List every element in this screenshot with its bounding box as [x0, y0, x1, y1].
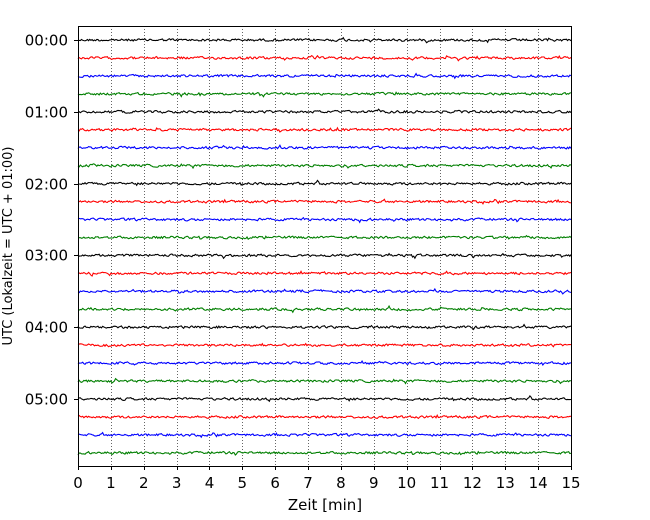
y-tick-label: 03:00 — [25, 247, 68, 265]
x-tick-label: 1 — [106, 474, 116, 492]
x-tick-label: 5 — [238, 474, 248, 492]
trace-row-8 — [77, 179, 572, 187]
trace-row-10 — [77, 216, 572, 224]
trace-row-17 — [77, 342, 572, 348]
x-tick-label: 8 — [336, 474, 346, 492]
x-tick-label: 0 — [73, 474, 83, 492]
y-tick-label: 02:00 — [25, 176, 68, 194]
trace-row-16 — [77, 323, 572, 331]
x-tick-label: 12 — [463, 474, 482, 492]
trace-row-18 — [77, 360, 572, 366]
trace-row-15 — [77, 304, 572, 314]
x-tick-label: 3 — [172, 474, 182, 492]
trace-row-13 — [77, 270, 572, 277]
y-tick-label: 05:00 — [25, 391, 68, 409]
y-ticks: 00:00 01:00 02:00 03:00 04:00 05:00 — [25, 32, 78, 409]
plot-frame — [78, 26, 572, 467]
y-axis-label: UTC (Lokalzeit = UTC + 01:00) — [1, 147, 16, 346]
trace-row-21 — [77, 413, 572, 420]
x-tick-label: 15 — [561, 474, 580, 492]
trace-row-6 — [77, 144, 572, 150]
x-tick-label: 4 — [205, 474, 215, 492]
trace-row-11 — [77, 234, 572, 241]
x-tick-label: 6 — [270, 474, 280, 492]
y-tick-label: 00:00 — [25, 32, 68, 50]
trace-row-19 — [77, 377, 572, 385]
x-tick-label: 7 — [303, 474, 313, 492]
trace-row-4 — [77, 108, 572, 114]
trace-row-22 — [77, 431, 572, 439]
trace-row-9 — [77, 198, 572, 205]
trace-row-0 — [77, 36, 572, 44]
grid-lines — [111, 26, 539, 466]
x-axis-label: Zeit [min] — [288, 496, 362, 514]
x-tick-label: 11 — [430, 474, 449, 492]
traces — [77, 36, 572, 456]
y-tick-label: 01:00 — [25, 104, 68, 122]
trace-row-20 — [77, 394, 572, 403]
y-tick-label: 04:00 — [25, 319, 68, 337]
trace-row-3 — [77, 91, 572, 98]
trace-row-5 — [77, 126, 572, 133]
x-tick-label: 2 — [139, 474, 149, 492]
trace-row-14 — [77, 287, 572, 295]
trace-row-2 — [77, 72, 572, 80]
x-tick-label: 10 — [397, 474, 416, 492]
trace-row-1 — [77, 54, 572, 62]
x-tick-label: 14 — [529, 474, 548, 492]
x-tick-label: 13 — [496, 474, 515, 492]
trace-row-23 — [77, 450, 572, 456]
x-tick-label: 9 — [369, 474, 379, 492]
trace-row-12 — [77, 252, 572, 260]
trace-row-7 — [77, 163, 572, 170]
x-ticks: 0 1 2 3 4 5 6 7 8 9 10 11 12 13 14 15 — [73, 466, 581, 492]
